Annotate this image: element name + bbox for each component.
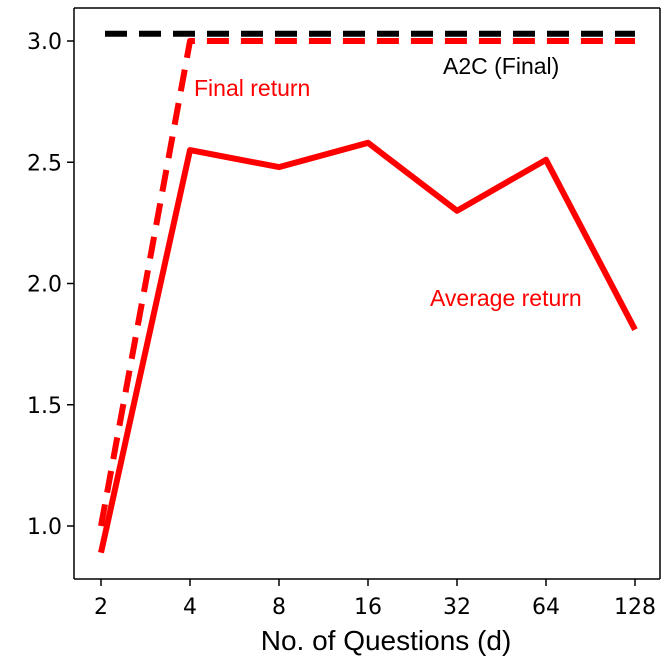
y-tick-label: 1.5 <box>27 394 62 419</box>
annotation-average-return: Average return <box>430 285 582 311</box>
axes-frame <box>73 7 661 580</box>
annotation-a2c-final: A2C (Final) <box>443 53 559 79</box>
x-tick-label: 64 <box>532 595 560 620</box>
x-tick-label: 128 <box>614 595 656 620</box>
x-axis-label: No. of Questions (d) <box>261 625 512 656</box>
y-tick-label: 2.0 <box>27 273 62 298</box>
x-tick-label: 4 <box>183 595 197 620</box>
series-line-average-return <box>98 139 638 554</box>
series-line-final-return <box>98 38 635 527</box>
annotation-final-return: Final return <box>194 75 310 101</box>
y-tick-label: 1.0 <box>27 515 62 540</box>
x-tick-label: 2 <box>94 595 108 620</box>
x-tick-label: 8 <box>272 595 286 620</box>
tick-group: 2 4 8 16 32 64 128 1.0 1.5 2.0 2.5 3.0 <box>27 30 656 620</box>
series-group <box>98 30 638 554</box>
x-tick-label: 32 <box>443 595 471 620</box>
y-tick-label: 3.0 <box>27 30 62 55</box>
x-tick-label: 16 <box>354 595 382 620</box>
annotation-group: A2C (Final) Final return Average return <box>194 53 582 311</box>
y-tick-label: 2.5 <box>27 151 62 176</box>
